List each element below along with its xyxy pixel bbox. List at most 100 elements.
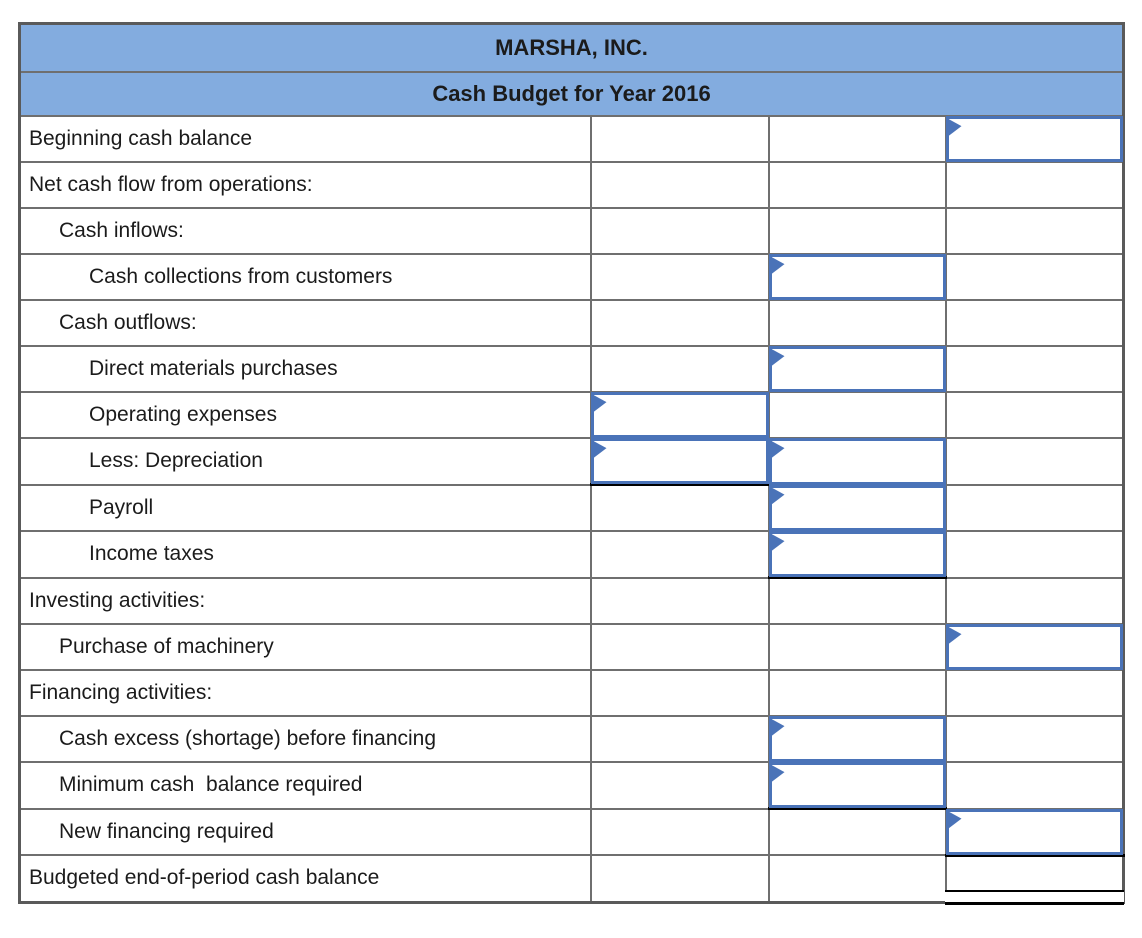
flag-icon xyxy=(771,441,785,458)
table-row: Cash excess (shortage) before financing xyxy=(18,715,1125,763)
grid-cell xyxy=(944,715,1125,763)
table-title-row: MARSHA, INC. xyxy=(18,22,1125,73)
row-label: New financing required xyxy=(18,807,592,856)
grid-cell xyxy=(589,715,770,763)
row-label: Investing activities: xyxy=(18,576,592,625)
input-cell[interactable] xyxy=(768,716,946,762)
grid-cell xyxy=(767,299,947,347)
grid-cell xyxy=(944,623,1125,671)
flag-icon xyxy=(771,257,785,274)
row-label: Financing activities: xyxy=(18,669,592,717)
grid-cell xyxy=(767,437,947,486)
grid-cell xyxy=(944,530,1125,579)
grid-cell xyxy=(767,483,947,532)
budget-subtitle: Cash Budget for Year 2016 xyxy=(18,71,1125,117)
grid-cell xyxy=(767,207,947,255)
row-label: Less: Depreciation xyxy=(18,437,592,486)
table-body: Beginning cash balance Net cash flow from… xyxy=(18,115,1125,905)
table-row: Financing activities: xyxy=(18,669,1125,717)
grid-cell xyxy=(944,761,1125,810)
input-cell[interactable] xyxy=(945,116,1123,162)
grid-cell xyxy=(944,576,1125,625)
grid-cell xyxy=(767,854,947,903)
input-cell[interactable] xyxy=(768,762,946,808)
table-subtitle-row: Cash Budget for Year 2016 xyxy=(18,71,1125,117)
flag-icon xyxy=(771,765,785,782)
input-cell[interactable] xyxy=(768,531,946,577)
grid-cell xyxy=(589,299,770,347)
grid-cell xyxy=(589,437,770,486)
row-label: Cash excess (shortage) before financing xyxy=(18,715,592,763)
input-cell[interactable] xyxy=(768,438,946,485)
grid-cell xyxy=(767,391,947,439)
flag-icon xyxy=(593,395,607,412)
grid-cell xyxy=(589,253,770,301)
table-row: Payroll xyxy=(18,483,1125,532)
row-label: Income taxes xyxy=(18,530,592,579)
double-underline xyxy=(944,889,1124,905)
input-cell[interactable] xyxy=(768,484,946,531)
grid-cell xyxy=(944,807,1125,857)
table-row: Purchase of machinery xyxy=(18,623,1125,671)
input-cell[interactable] xyxy=(945,808,1123,855)
grid-cell xyxy=(944,483,1125,532)
input-cell[interactable] xyxy=(768,346,946,392)
flag-icon xyxy=(771,487,785,505)
table-row: Operating expenses xyxy=(18,391,1125,439)
table-row: Less: Depreciation xyxy=(18,437,1125,486)
flag-icon xyxy=(771,349,785,366)
grid-cell xyxy=(767,253,947,301)
grid-cell xyxy=(767,530,947,579)
row-label: Cash inflows: xyxy=(18,207,592,255)
grid-cell xyxy=(944,391,1125,439)
grid-cell xyxy=(944,437,1125,486)
grid-cell xyxy=(589,345,770,393)
input-cell[interactable] xyxy=(590,392,769,438)
cash-budget-table: MARSHA, INC. Cash Budget for Year 2016 B… xyxy=(18,22,1125,905)
table-row: Income taxes xyxy=(18,530,1125,579)
table-row: Cash collections from customers xyxy=(18,253,1125,301)
grid-cell xyxy=(589,207,770,255)
flag-icon xyxy=(948,119,962,136)
flag-icon xyxy=(948,811,962,829)
cash-budget-worksheet: MARSHA, INC. Cash Budget for Year 2016 B… xyxy=(18,22,1125,905)
row-label: Payroll xyxy=(18,483,592,532)
grid-cell xyxy=(589,761,770,810)
row-label: Cash collections from customers xyxy=(18,253,592,301)
grid-cell xyxy=(767,345,947,393)
flag-icon xyxy=(771,534,785,551)
table-row: Beginning cash balance xyxy=(18,115,1125,163)
grid-cell xyxy=(767,161,947,209)
grid-cell xyxy=(944,345,1125,393)
flag-icon xyxy=(948,627,962,644)
grid-cell xyxy=(944,253,1125,301)
row-label: Cash outflows: xyxy=(18,299,592,347)
grid-cell xyxy=(944,669,1125,717)
row-label: Minimum cash balance required xyxy=(18,761,592,810)
table-header: MARSHA, INC. Cash Budget for Year 2016 xyxy=(18,22,1125,117)
input-cell[interactable] xyxy=(590,438,769,484)
grid-cell xyxy=(589,161,770,209)
table-row: Minimum cash balance required xyxy=(18,761,1125,810)
grid-cell xyxy=(767,576,947,625)
grid-cell xyxy=(589,807,770,856)
grid-cell xyxy=(589,576,770,625)
row-label: Direct materials purchases xyxy=(18,345,592,393)
input-cell[interactable] xyxy=(945,624,1123,670)
grid-cell xyxy=(589,623,770,671)
grid-cell xyxy=(589,391,770,439)
grid-cell xyxy=(767,807,947,856)
grid-cell xyxy=(944,299,1125,347)
company-title: MARSHA, INC. xyxy=(18,22,1125,73)
row-label: Budgeted end-of-period cash balance xyxy=(18,854,592,903)
input-cell[interactable] xyxy=(768,254,946,300)
row-label: Purchase of machinery xyxy=(18,623,592,671)
grid-cell xyxy=(589,854,770,903)
grid-cell xyxy=(767,623,947,671)
table-row: Cash outflows: xyxy=(18,299,1125,347)
table-row: Budgeted end-of-period cash balance xyxy=(18,854,1125,905)
row-label: Net cash flow from operations: xyxy=(18,161,592,209)
grid-cell xyxy=(589,115,770,163)
grid-cell xyxy=(944,207,1125,255)
grid-cell xyxy=(944,161,1125,209)
